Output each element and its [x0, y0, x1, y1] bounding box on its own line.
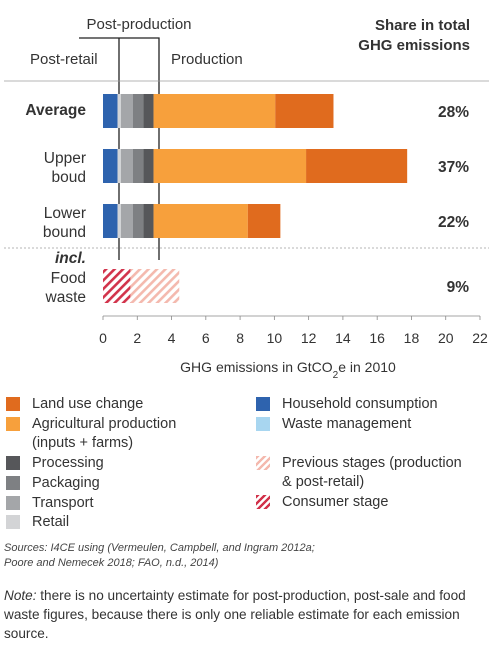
bar-upper-boud-transport: [120, 149, 133, 183]
legend-label: Previous stages (production & post-retai…: [282, 455, 462, 490]
legend-swatch: [256, 456, 270, 470]
note: Note: there is no uncertainty estimate f…: [4, 586, 490, 643]
bar-food-waste-previous-stages: [130, 269, 180, 303]
x-tick-label-6: 6: [202, 330, 210, 346]
production-label: Production: [171, 51, 243, 68]
bar-upper-boud-agricultural-production: [153, 149, 307, 183]
bar-average-land-use-change: [275, 94, 334, 128]
legend-swatch: [256, 495, 270, 509]
share-average: 28%: [438, 104, 469, 121]
legend-label: Processing: [32, 455, 104, 471]
legend: Land use change Agricultural production (…: [0, 395, 493, 535]
bar-lower-bound-agricultural-production: [153, 204, 248, 238]
share-lower-bound: 22%: [438, 214, 469, 231]
post-production-label: Post-production: [86, 16, 191, 33]
legend-item-processing: Processing: [6, 454, 104, 473]
share-title-line2: GHG emissions: [358, 37, 470, 54]
x-tick-label-8: 8: [236, 330, 244, 346]
share-food-waste: 9%: [447, 279, 470, 296]
sources-line-1: Sources: I4CE using (Vermeulen, Campbell…: [4, 542, 315, 554]
x-tick-label-14: 14: [335, 330, 351, 346]
legend-label: Household consumption: [282, 396, 438, 412]
bars-group: [103, 94, 408, 303]
x-tick-label-22: 22: [472, 330, 488, 346]
legend-swatch: [6, 397, 20, 411]
legend-label: Transport: [32, 495, 94, 511]
x-tick-label-10: 10: [267, 330, 283, 346]
chart: Post-production Post-retail Production S…: [4, 16, 489, 381]
row-label-lower-line1: Lower: [44, 205, 86, 222]
x-tick-label-20: 20: [438, 330, 454, 346]
legend-swatch: [6, 417, 20, 431]
legend-label: Consumer stage: [282, 494, 389, 510]
legend-swatch: [256, 397, 270, 411]
x-tick-label-18: 18: [404, 330, 420, 346]
bar-average-agricultural-production: [153, 94, 276, 128]
bar-upper-boud-land-use-change: [306, 149, 408, 183]
bar-average-packaging: [132, 94, 144, 128]
row-label-food-line1: Food: [51, 270, 86, 287]
legend-item-waste-management: Waste management: [256, 415, 411, 434]
legend-swatch: [6, 496, 20, 510]
legend-item-retail: Retail: [6, 513, 69, 532]
x-axis-ticks: 0 2 4 6 8 10 12 14 16 18 20 22: [99, 316, 488, 346]
legend-item-household-consumption: Household consumption: [256, 395, 438, 414]
bar-lower-bound-transport: [120, 204, 133, 238]
incl-label: incl.: [55, 250, 86, 267]
bar-upper-boud-retail: [117, 149, 121, 183]
bar-lower-bound-processing: [143, 204, 154, 238]
legend-swatch: [6, 456, 20, 470]
note-text: there is no uncertainty estimate for pos…: [4, 588, 466, 641]
bar-food-waste-consumer-stage: [103, 269, 131, 303]
legend-item-consumer-stage: Consumer stage: [256, 493, 388, 512]
bar-upper-boud-processing: [143, 149, 154, 183]
legend-swatch: [6, 476, 20, 490]
bar-upper-boud-household-consumption: [103, 149, 118, 183]
legend-item-agricultural-production: Agricultural production (inputs + farms): [6, 415, 176, 453]
legend-item-packaging: Packaging: [6, 474, 100, 493]
post-retail-label: Post-retail: [30, 51, 98, 68]
bar-lower-bound-retail: [117, 204, 121, 238]
x-axis-label: GHG emissions in GtCO2e in 2010: [180, 359, 396, 381]
shares-group: 28% 37% 22% 9%: [438, 104, 469, 296]
sources-line-2: Poore and Nemecek 2018; FAO, n.d., 2014): [4, 556, 219, 569]
bar-average-retail: [117, 94, 121, 128]
bar-lower-bound-packaging: [132, 204, 144, 238]
bar-upper-boud-packaging: [132, 149, 144, 183]
row-label-average: Average: [25, 102, 86, 119]
share-upper-boud: 37%: [438, 159, 469, 176]
note-prefix: Note:: [4, 588, 37, 603]
row-label-lower-line2: bound: [43, 224, 86, 241]
row-label-upper-line2: boud: [52, 169, 86, 186]
x-tick-label-16: 16: [369, 330, 385, 346]
share-title-line1: Share in total: [375, 17, 470, 34]
sources: Sources: I4CE using (Vermeulen, Campbell…: [4, 541, 484, 570]
legend-item-previous-stages-production: Previous stages (production & post-retai…: [256, 454, 462, 492]
x-tick-label-2: 2: [133, 330, 141, 346]
legend-label: Agricultural production (inputs + farms): [32, 416, 177, 451]
bar-average-processing: [143, 94, 154, 128]
bar-average-transport: [120, 94, 133, 128]
post-production-bracket: [79, 37, 160, 260]
row-label-upper-line1: Upper: [44, 150, 86, 167]
x-tick-label-0: 0: [99, 330, 107, 346]
legend-label: Waste management: [282, 416, 412, 432]
legend-item-land-use-change: Land use change: [6, 395, 143, 414]
legend-item-transport: Transport: [6, 494, 94, 513]
bar-lower-bound-household-consumption: [103, 204, 118, 238]
row-label-food-line2: waste: [45, 289, 87, 306]
x-tick-label-12: 12: [301, 330, 317, 346]
legend-swatch: [256, 417, 270, 431]
bar-lower-bound-land-use-change: [247, 204, 281, 238]
x-tick-label-4: 4: [168, 330, 176, 346]
legend-label: Land use change: [32, 396, 144, 412]
bar-average-household-consumption: [103, 94, 118, 128]
legend-swatch: [6, 515, 20, 529]
legend-label: Retail: [32, 514, 70, 530]
legend-label: Packaging: [32, 475, 100, 491]
